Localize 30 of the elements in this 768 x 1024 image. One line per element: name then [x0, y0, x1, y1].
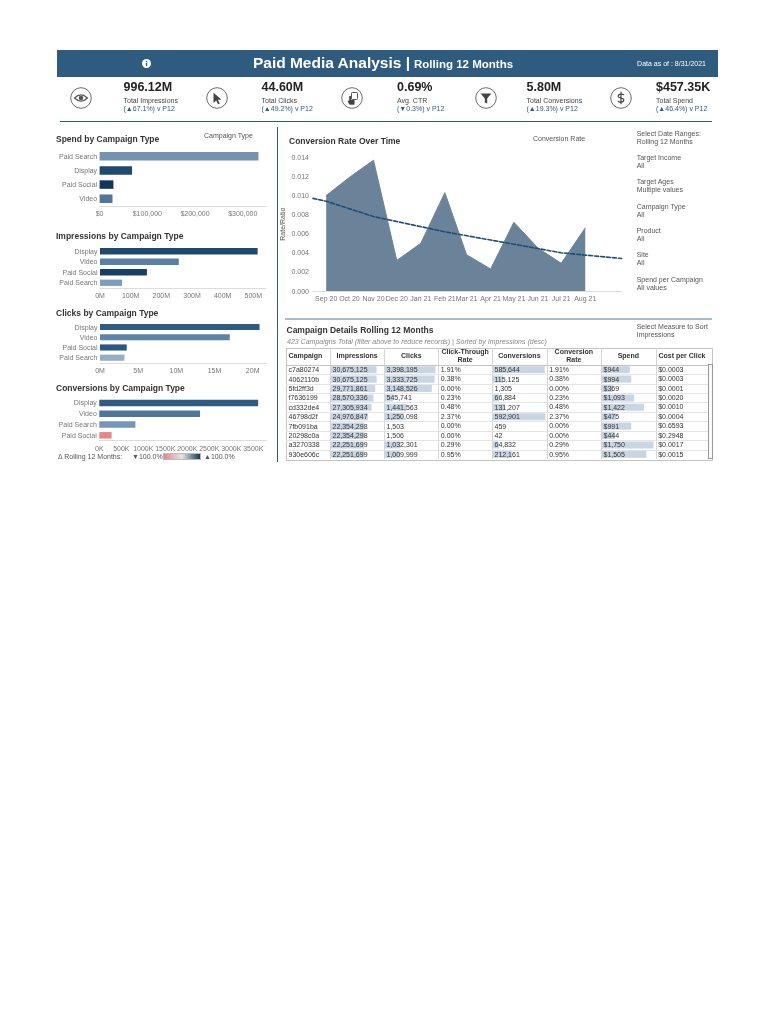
bar	[100, 258, 179, 265]
text: $457.35K	[656, 80, 711, 95]
bar	[99, 180, 114, 189]
bar	[100, 248, 258, 255]
bar	[100, 344, 127, 351]
text: Rolling 12 Months	[414, 58, 514, 70]
bar	[100, 354, 125, 361]
bar	[100, 279, 123, 286]
text: Campaign Details Rolling 12 Months	[286, 325, 434, 335]
bar	[99, 432, 112, 439]
text: 996.12M	[123, 80, 173, 95]
text: 5.80M	[526, 80, 562, 95]
text: Paid Media Analysis |	[252, 54, 411, 72]
bar	[99, 399, 259, 407]
chart-title: Spend by Campaign Type	[56, 134, 160, 145]
bar	[100, 334, 230, 341]
bar	[99, 152, 259, 161]
bar	[99, 421, 136, 428]
bar	[100, 269, 147, 276]
bar	[99, 410, 201, 417]
text: 0.69%	[397, 80, 433, 95]
text: 44.60M	[261, 80, 304, 95]
bar	[99, 194, 113, 203]
chart-title: Conversion Rate Over Time	[289, 136, 401, 146]
chart-title: Clicks by Campaign Type	[56, 307, 159, 318]
bar	[99, 166, 133, 175]
line-series	[312, 197, 623, 260]
chart-title: Impressions by Campaign Type	[56, 230, 184, 241]
bar	[100, 323, 260, 331]
chart-title: Conversions by Campaign Type	[56, 383, 186, 394]
